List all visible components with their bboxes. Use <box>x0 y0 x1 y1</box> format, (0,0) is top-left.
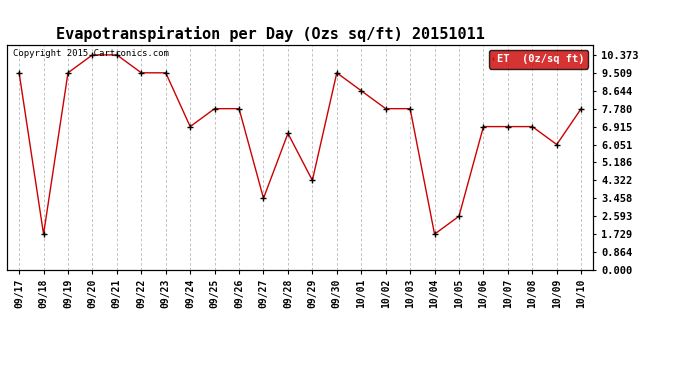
Legend: ET  (0z/sq ft): ET (0z/sq ft) <box>489 50 588 69</box>
Title: Evapotranspiration per Day (Ozs sq/ft) 20151011: Evapotranspiration per Day (Ozs sq/ft) 2… <box>57 27 485 42</box>
Text: Copyright 2015 Cartronics.com: Copyright 2015 Cartronics.com <box>13 50 168 58</box>
